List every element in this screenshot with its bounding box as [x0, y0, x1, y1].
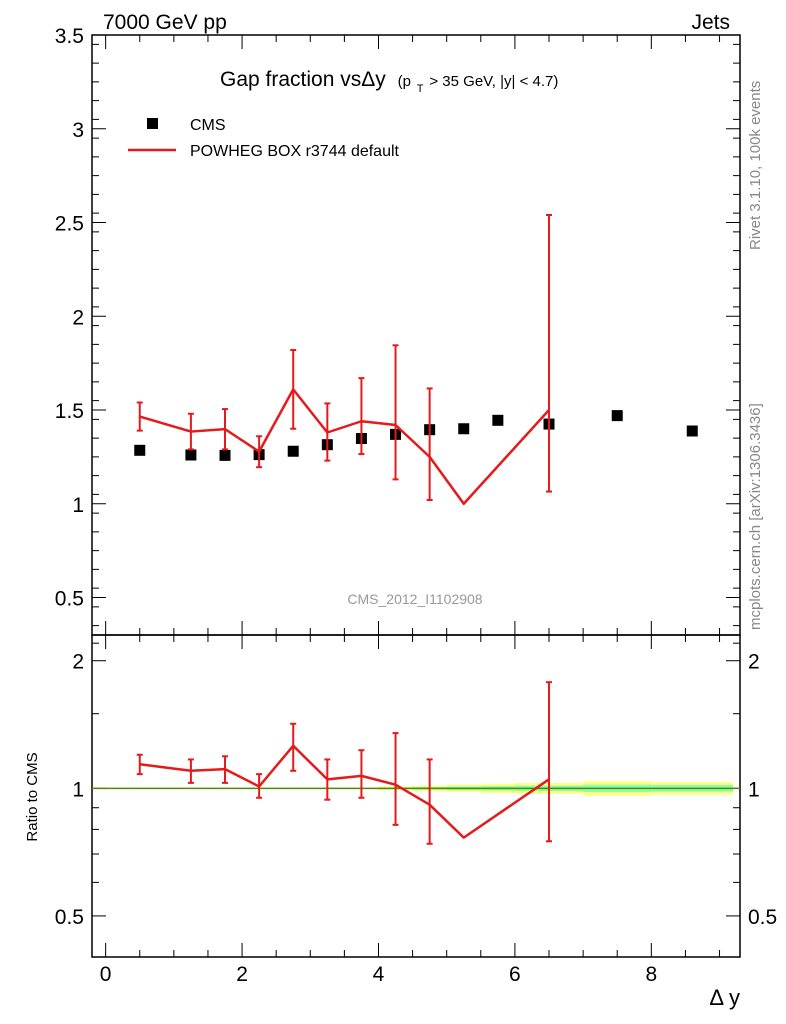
powheg-line	[139, 388, 550, 505]
ratio-panel-frame	[91, 634, 741, 958]
cms-data-point	[185, 449, 197, 461]
ratio-y-tick-label-right: 2	[748, 651, 760, 674]
legend-label-cms: CMS	[190, 117, 226, 134]
x-tick-label: 2	[236, 963, 248, 986]
main-axis-ticks: 0.5 1 1.5 2 2.5 3 3.5	[55, 25, 740, 635]
header-right: Jets	[691, 11, 730, 34]
x-tick-label: 6	[509, 963, 521, 986]
cms-data-point	[287, 445, 299, 457]
x-tick-label: 8	[645, 963, 657, 986]
rivet-label: Rivet 3.1.10, 100k events	[747, 81, 764, 250]
analysis-id: CMS_2012_I1102908	[347, 591, 482, 607]
cms-data-point	[611, 410, 623, 422]
cms-data-point	[458, 423, 470, 435]
x-axis-label: Δ y	[709, 985, 740, 1010]
legend: CMS POWHEG BOX r3744 default	[128, 117, 400, 160]
x-tick-label: 0	[100, 963, 112, 986]
ratio-data-marks	[136, 681, 553, 845]
main-y-tick-label: 2	[72, 306, 84, 329]
cms-data-point	[134, 444, 146, 456]
ratio-y-axis-label: Ratio to CMS	[24, 752, 41, 841]
chart-title: Gap fraction vsΔy (p T > 35 GeV, |y| < 4…	[220, 68, 558, 97]
title-sub: (p	[398, 73, 411, 90]
header-left: 7000 GeV pp	[103, 11, 227, 34]
ratio-axis-ticks: 0 2 4 6 8 0.5 0.5 1 1 2 2	[55, 635, 777, 986]
title-sub-rest: > 35 GeV, |y| < 4.7)	[429, 73, 558, 90]
x-tick-label: 4	[373, 963, 385, 986]
main-y-tick-label: 3.5	[55, 25, 84, 48]
ratio-y-tick-label-right: 0.5	[748, 906, 777, 929]
mcplots-label: mcplots.cern.ch [arXiv:1306.3436]	[747, 403, 764, 630]
ratio-y-tick-label-left: 1	[72, 778, 84, 801]
main-y-tick-label: 3	[72, 119, 84, 142]
legend-marker-cms	[147, 118, 158, 129]
ratio-y-tick-label-left: 0.5	[55, 906, 84, 929]
ratio-powheg-line	[139, 744, 550, 839]
ratio-y-tick-label-right: 1	[748, 778, 760, 801]
cms-data-point	[492, 414, 504, 426]
title-sub-subscript: T	[417, 83, 424, 95]
ratio-y-tick-label-left: 2	[72, 651, 84, 674]
main-y-tick-label: 1	[72, 494, 84, 517]
legend-label-powheg: POWHEG BOX r3744 default	[190, 143, 400, 160]
main-y-tick-label: 1.5	[55, 400, 84, 423]
main-y-tick-label: 2.5	[55, 213, 84, 236]
title-main: Gap fraction vsΔy	[220, 68, 386, 91]
main-data-marks	[134, 214, 698, 505]
cms-data-point	[686, 425, 698, 437]
main-y-tick-label: 0.5	[55, 588, 84, 611]
cms-data-point	[219, 449, 231, 461]
